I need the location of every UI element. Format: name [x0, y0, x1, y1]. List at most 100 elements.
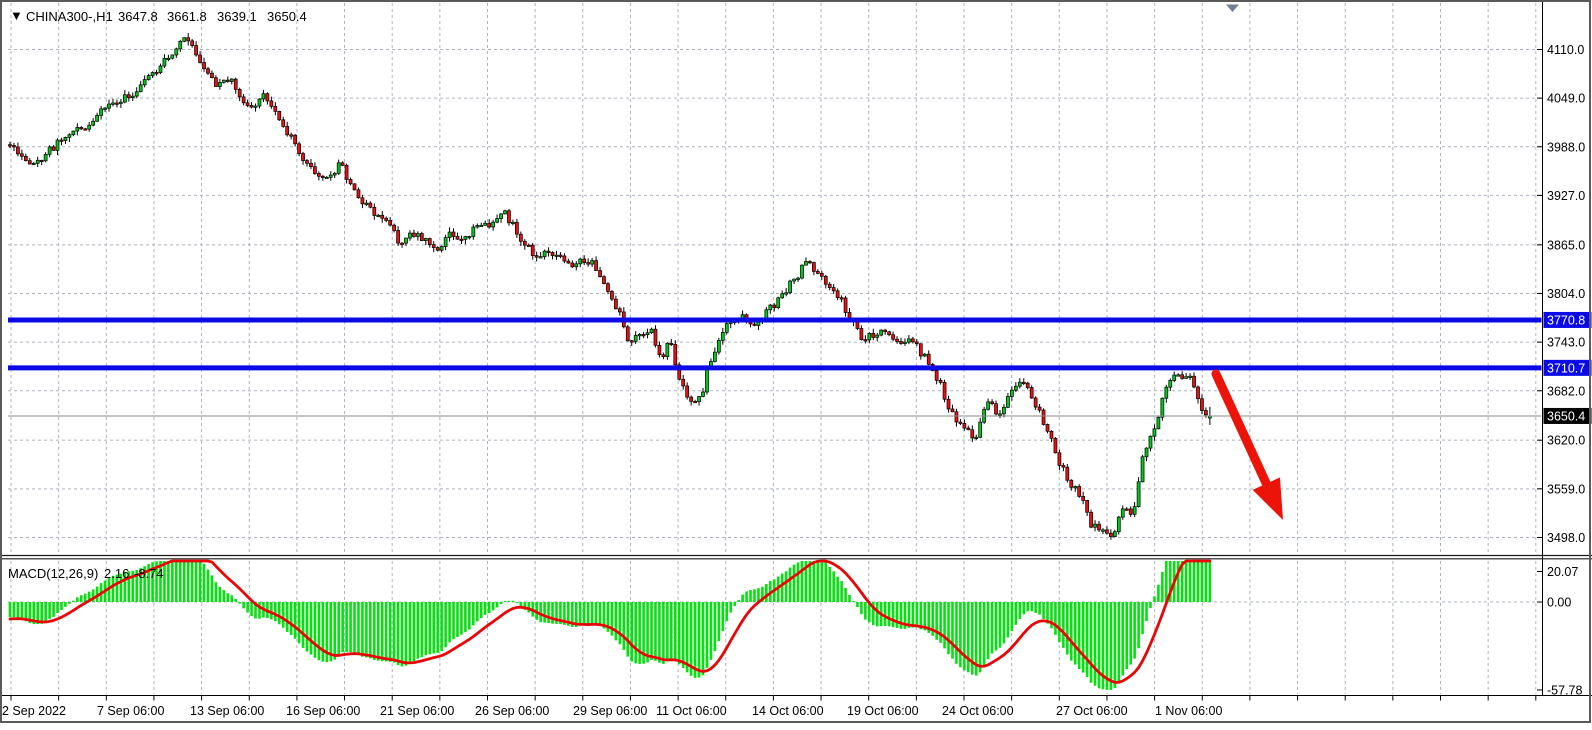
- macd-bar: [630, 602, 634, 662]
- macd-bar: [578, 602, 582, 626]
- macd-bar: [1089, 602, 1093, 683]
- macd-indicator-label: MACD(12,26,9): [8, 566, 98, 581]
- macd-bar: [167, 561, 170, 602]
- macd-bar: [812, 561, 816, 602]
- macd-bar: [543, 602, 546, 623]
- candle-bear: [546, 250, 551, 253]
- candle-bear: [1021, 381, 1026, 385]
- candle-bear: [887, 331, 891, 336]
- time-label: 13 Sep 06:00: [190, 704, 264, 718]
- candle-bull: [554, 254, 559, 257]
- chart-shift-marker-icon[interactable]: [1226, 4, 1239, 13]
- candle-bull: [471, 226, 476, 237]
- candle-bull: [978, 421, 983, 438]
- time-label: 7 Sep 06:00: [97, 704, 164, 718]
- macd-bar: [634, 602, 637, 664]
- macd-bar: [745, 591, 748, 602]
- macd-bar: [654, 602, 657, 661]
- macd-bar: [820, 561, 824, 602]
- macd-bar: [475, 602, 479, 622]
- macd-bar: [495, 602, 499, 608]
- macd-bar: [357, 602, 360, 655]
- candle-bear: [526, 244, 531, 247]
- macd-bar: [594, 602, 598, 625]
- macd-bar: [380, 602, 384, 662]
- time-label: 26 Sep 06:00: [475, 704, 549, 718]
- macd-bar: [210, 575, 214, 602]
- macd-bar: [1208, 561, 1212, 602]
- resistance-price-badge-1-label: 3770.8: [1547, 313, 1585, 327]
- macd-bar: [840, 581, 843, 602]
- symbol-dropdown-icon[interactable]: ▼: [10, 8, 23, 23]
- candle-bull: [776, 297, 781, 309]
- candle-bear: [855, 321, 860, 329]
- price-tick-label: 3620.0: [1547, 434, 1585, 448]
- macd-bar: [456, 602, 459, 637]
- macd-bar: [175, 561, 178, 602]
- macd-bar: [559, 602, 562, 625]
- macd-bar: [48, 602, 51, 619]
- candle-bear: [431, 244, 436, 248]
- candle-bull: [71, 130, 76, 136]
- candle-bear: [126, 94, 131, 99]
- macd-bar: [345, 602, 348, 652]
- chart-plot-background[interactable]: [8, 3, 1542, 552]
- candle-bull: [408, 232, 412, 239]
- macd-bar: [792, 564, 796, 602]
- macd-bar: [606, 602, 610, 632]
- macd-bar: [190, 561, 194, 602]
- candle-bear: [673, 344, 678, 366]
- macd-bar: [836, 576, 839, 602]
- candle-bull: [475, 225, 480, 228]
- candle-bear: [206, 68, 210, 74]
- macd-bar: [56, 602, 59, 614]
- candle-bull: [416, 233, 420, 237]
- time-label: 27 Oct 06:00: [1056, 704, 1128, 718]
- current-price-badge: [1543, 407, 1592, 424]
- macd-bar: [582, 602, 586, 626]
- candle-bull: [1156, 416, 1161, 430]
- grid-layer: [8, 3, 1542, 694]
- candle-bull: [138, 84, 143, 93]
- symbol-period-label: CHINA300-,H1: [26, 9, 113, 24]
- macd-bar: [507, 600, 511, 602]
- macd-bar: [788, 567, 792, 602]
- macd-bar: [693, 602, 697, 678]
- macd-bar: [642, 602, 645, 664]
- main-plot-area[interactable]: [8, 3, 1542, 552]
- macd-bar: [891, 602, 895, 628]
- macd-bar: [586, 602, 590, 625]
- candle-bull: [499, 213, 503, 219]
- candle-bear: [1204, 410, 1208, 416]
- macd-plot-area[interactable]: [8, 559, 1542, 694]
- macd-tick-label: -57.78: [1547, 683, 1582, 697]
- macd-bar: [1117, 602, 1121, 683]
- macd-bar: [923, 602, 927, 631]
- macd-bar: [832, 571, 835, 602]
- macd-bar: [309, 602, 313, 655]
- macd-bar: [824, 562, 828, 602]
- candle-bear: [1085, 500, 1089, 513]
- macd-bar: [856, 602, 859, 608]
- candle-bull: [903, 341, 907, 344]
- resistance-price-badge-2-label: 3710.7: [1547, 361, 1585, 375]
- candle-bear: [249, 105, 254, 108]
- macd-bar: [297, 602, 301, 644]
- trend-arrow-head-icon[interactable]: [1252, 477, 1283, 520]
- candle-bull: [1073, 486, 1078, 489]
- candle-bear: [459, 238, 464, 241]
- candle-bear: [194, 45, 198, 56]
- macd-bar: [1165, 561, 1168, 602]
- trend-arrow-shaft[interactable]: [1211, 369, 1271, 489]
- candle-bear: [380, 214, 385, 219]
- candle-bear: [914, 341, 919, 345]
- candle-bull: [328, 174, 333, 178]
- macd-bar: [638, 602, 641, 664]
- macd-bar: [479, 602, 483, 619]
- candle-bull: [146, 75, 151, 80]
- candle-bear: [970, 429, 975, 439]
- candle-bear: [1081, 496, 1086, 501]
- macd-bar: [610, 602, 614, 636]
- candle-bull: [578, 258, 583, 265]
